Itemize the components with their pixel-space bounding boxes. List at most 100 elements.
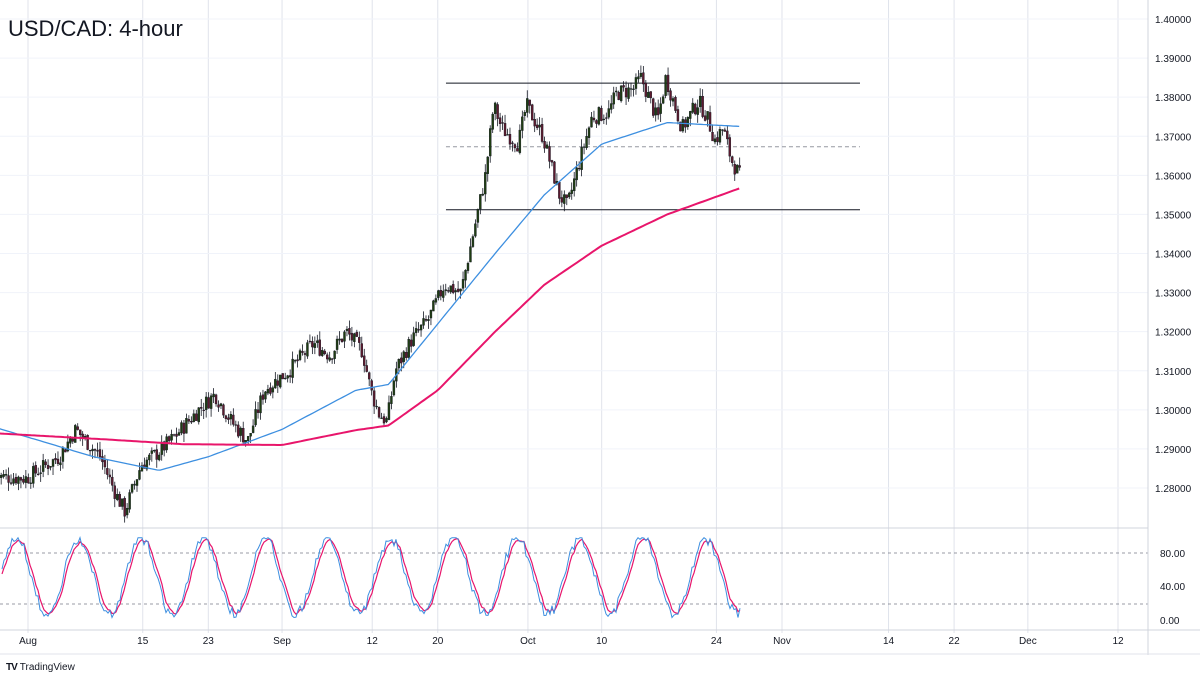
candle-body	[577, 167, 581, 170]
candle-body	[424, 318, 428, 321]
candle-body	[558, 182, 561, 199]
candle-body	[560, 197, 564, 203]
stochastic-tick-label: 40.00	[1160, 582, 1185, 593]
candle-body	[96, 450, 99, 452]
candle-body	[610, 103, 613, 110]
candle-body	[46, 464, 50, 469]
candle-body	[607, 108, 610, 118]
candle-body	[88, 449, 92, 452]
candle-body	[120, 498, 124, 507]
candle-body	[602, 118, 606, 121]
candle-body	[570, 189, 573, 194]
candle-body	[528, 99, 531, 106]
candle-body	[279, 374, 282, 388]
candle-body	[474, 223, 477, 237]
candle-body	[444, 289, 447, 292]
candle-body	[113, 485, 116, 499]
candle-body	[229, 414, 233, 420]
candle-body	[689, 111, 692, 119]
time-tick-label: 22	[949, 636, 961, 647]
candle-body	[284, 377, 287, 380]
candle-body	[582, 146, 586, 148]
candle-body	[133, 483, 136, 486]
time-axis[interactable]: Aug 15 23 Sep 12 20 Oct 10 24 Nov 14 22 Dec 12	[19, 636, 1124, 647]
stochastic-axis: 80.00 40.00 0.00	[1160, 549, 1185, 627]
candle-body	[550, 160, 554, 163]
candle-body	[308, 340, 312, 343]
candle-body	[227, 417, 230, 420]
candle-body	[669, 90, 672, 101]
candle-body	[449, 285, 452, 293]
candle-body	[192, 413, 196, 422]
candle-body	[363, 355, 366, 366]
candle-body	[106, 468, 109, 475]
candle-body	[501, 122, 504, 124]
candle-body	[140, 465, 144, 472]
candle-body	[321, 350, 324, 356]
candle-body	[736, 164, 739, 174]
candle-body	[269, 387, 272, 394]
candle-body	[479, 194, 482, 210]
candle-body	[508, 134, 512, 145]
candle-body	[629, 88, 633, 90]
candle-body	[9, 482, 13, 484]
candle-body	[323, 350, 326, 355]
candle-body	[681, 119, 685, 132]
candle-body	[2, 474, 5, 477]
candle-body	[4, 473, 8, 476]
candle-body	[417, 329, 420, 331]
candle-body	[185, 418, 188, 434]
candle-body	[49, 466, 52, 468]
candle-body	[217, 404, 220, 408]
candle-body	[486, 156, 489, 174]
candle-body	[271, 387, 275, 393]
candle-body	[355, 331, 359, 337]
price-tick-label: 1.37000	[1155, 132, 1192, 143]
candle-body	[172, 434, 176, 436]
candle-body	[639, 72, 643, 77]
candle-body	[86, 434, 89, 450]
candle-body	[402, 351, 405, 362]
candle-body	[511, 142, 514, 144]
support-resistance-levels	[445, 82, 860, 211]
candle-body	[239, 427, 242, 436]
candle-body	[498, 117, 502, 124]
candle-body	[533, 119, 536, 127]
candle-body	[612, 92, 615, 105]
candle-body	[224, 415, 228, 419]
candle-body	[311, 341, 314, 348]
candle-body	[71, 438, 74, 442]
candle-body	[432, 300, 435, 312]
candle-body	[59, 462, 62, 466]
candle-body	[291, 358, 294, 378]
time-tick-label: 15	[137, 636, 149, 647]
candle-body	[600, 108, 603, 121]
candle-body	[0, 475, 3, 478]
candle-body	[145, 459, 149, 470]
candle-body	[261, 394, 265, 400]
candle-body	[93, 449, 97, 451]
moving-averages	[0, 121, 740, 471]
price-axis[interactable]: 1.28000 1.29000 1.30000 1.31000 1.32000 1.330…	[1155, 15, 1192, 495]
candle-body	[664, 75, 667, 96]
candle-body	[288, 375, 292, 378]
candle-body	[686, 117, 690, 127]
time-tick-label: 20	[432, 636, 444, 647]
candle-body	[654, 107, 657, 116]
candle-body	[575, 167, 578, 181]
candle-body	[276, 380, 279, 386]
candle-body	[696, 107, 699, 115]
candle-body	[622, 85, 625, 88]
candle-body	[303, 353, 307, 355]
candle-body	[518, 129, 522, 153]
candle-body	[540, 124, 544, 142]
candle-body	[358, 337, 361, 343]
candle-body	[674, 96, 677, 111]
candle-body	[409, 339, 413, 347]
candle-body	[130, 484, 134, 493]
candle-body	[365, 365, 368, 372]
candle-body	[572, 178, 576, 192]
candle-body	[691, 102, 694, 113]
time-tick-label: 24	[711, 636, 723, 647]
